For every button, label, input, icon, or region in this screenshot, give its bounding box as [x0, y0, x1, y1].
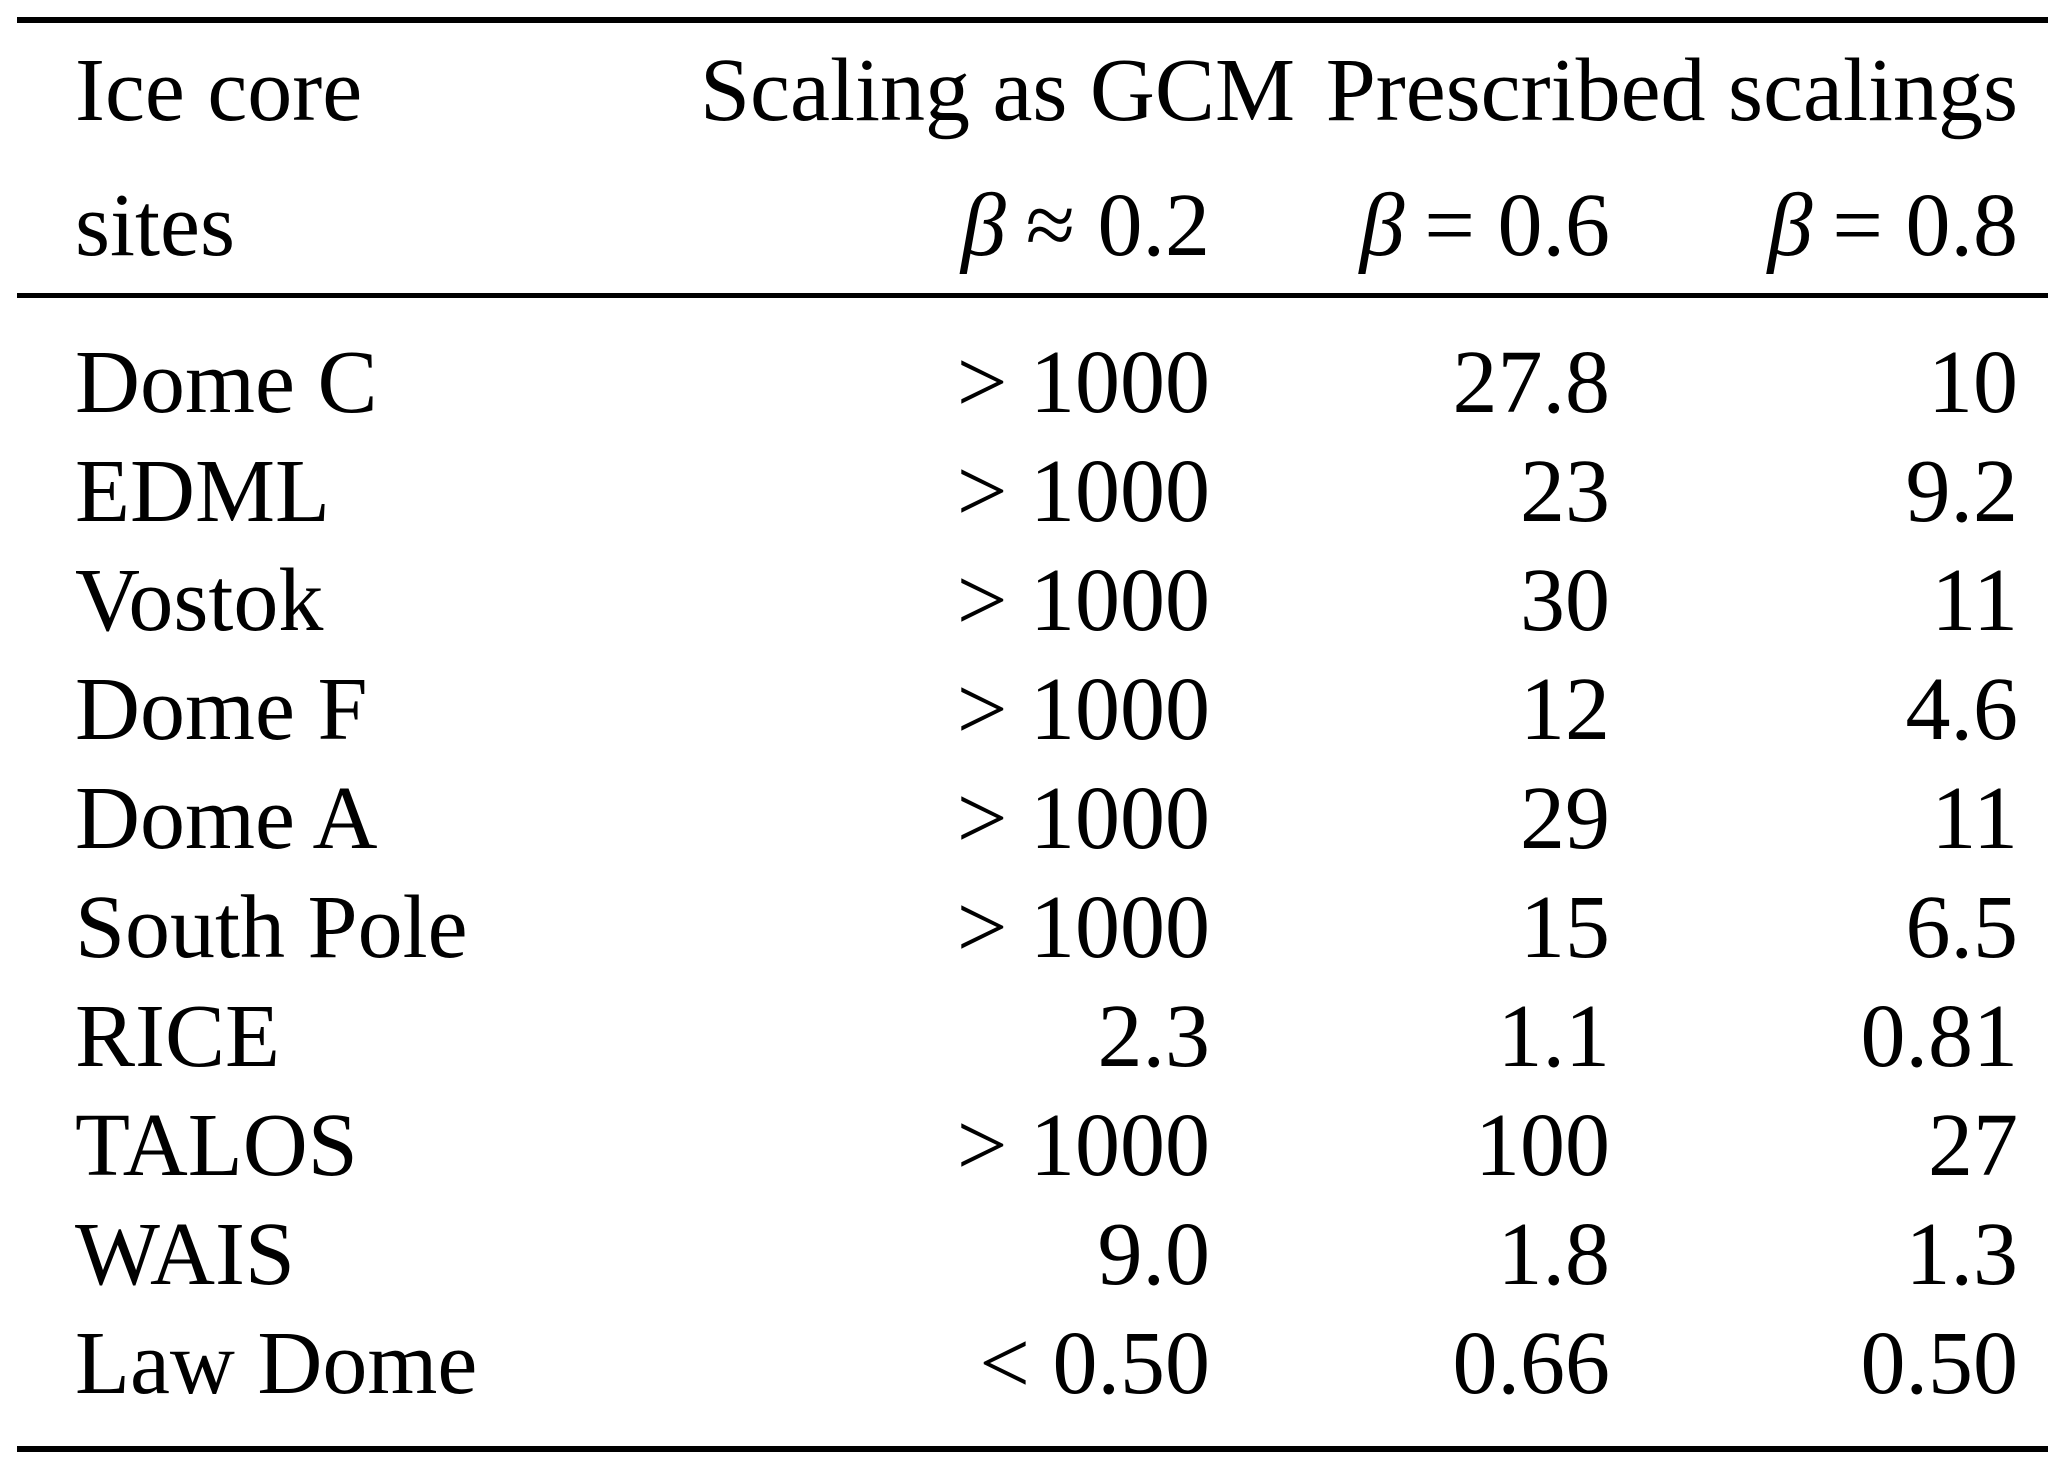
header-beta-approx-0-2-value: ≈ 0.2	[1025, 175, 1210, 275]
gcm-value: > 1000	[956, 659, 1210, 759]
table-header: Ice core Scaling as GCM Prescribed scali…	[17, 20, 2049, 296]
site-name: Dome C	[75, 332, 378, 432]
table-row: Dome F > 1000 12 4.6	[17, 655, 2048, 764]
header-prescribed-scalings: Prescribed scalings	[1325, 40, 2019, 140]
site-name: Dome F	[75, 659, 368, 759]
b08-value: 11	[1931, 768, 2019, 868]
b08-value: 11	[1931, 550, 2019, 650]
header-beta-0-8-value: = 0.8	[1832, 175, 2019, 275]
b06-value: 1.8	[1497, 1204, 1611, 1304]
b08-value: 4.6	[1905, 659, 2019, 759]
table-row: Dome C > 1000 27.8 10	[17, 296, 2048, 438]
paper-table: Ice core Scaling as GCM Prescribed scali…	[17, 17, 2049, 1452]
b06-value: 27.8	[1452, 332, 1611, 432]
site-name: Law Dome	[75, 1313, 478, 1413]
header-scaling-as-gcm: Scaling as GCM	[700, 40, 1295, 140]
table-row: EDML > 1000 23 9.2	[17, 437, 2048, 546]
b06-value: 1.1	[1497, 986, 1611, 1086]
gcm-value: > 1000	[956, 768, 1210, 868]
gcm-value: > 1000	[956, 441, 1210, 541]
b08-value: 0.81	[1860, 986, 2019, 1086]
beta-symbol: β	[1767, 175, 1813, 275]
b08-value: 0.50	[1860, 1313, 2019, 1413]
header-beta-approx-0-2: β ≈ 0.2	[700, 158, 1210, 296]
table-body: Dome C > 1000 27.8 10 EDML > 1000 23 9.2…	[17, 296, 2048, 1450]
b06-value: 15	[1520, 877, 1610, 977]
header-beta-0-6-value: = 0.6	[1424, 175, 1610, 275]
b06-value: 12	[1520, 659, 1610, 759]
site-name: Dome A	[75, 768, 378, 868]
header-sites: sites	[75, 175, 236, 275]
gcm-value: > 1000	[956, 550, 1210, 650]
b06-value: 30	[1520, 550, 1610, 650]
gcm-value: 2.3	[1097, 986, 1211, 1086]
table-row: Vostok > 1000 30 11	[17, 546, 2048, 655]
beta-symbol: β	[1359, 175, 1405, 275]
table-row: South Pole > 1000 15 6.5	[17, 873, 2048, 982]
table-row: Law Dome < 0.50 0.66 0.50	[17, 1309, 2048, 1449]
b06-value: 0.66	[1452, 1313, 1611, 1413]
site-name: TALOS	[75, 1095, 358, 1195]
table-row: RICE 2.3 1.1 0.81	[17, 982, 2048, 1091]
gcm-value: > 1000	[956, 332, 1210, 432]
header-beta-0-8: β = 0.8	[1610, 158, 2048, 296]
b08-value: 10	[1928, 332, 2019, 432]
b08-value: 1.3	[1905, 1204, 2019, 1304]
b08-value: 27	[1928, 1095, 2019, 1195]
header-row-2: sites β ≈ 0.2 β = 0.6 β = 0.8	[17, 158, 2048, 296]
gcm-value: > 1000	[956, 877, 1210, 977]
b08-value: 6.5	[1905, 877, 2019, 977]
table-row: TALOS > 1000 100 27	[17, 1091, 2048, 1200]
site-name: EDML	[75, 441, 330, 541]
site-name: WAIS	[75, 1204, 295, 1304]
gcm-value: 9.0	[1097, 1204, 1211, 1304]
b06-value: 100	[1475, 1095, 1610, 1195]
table-row: Dome A > 1000 29 11	[17, 764, 2048, 873]
site-name: RICE	[75, 986, 281, 1086]
beta-symbol: β	[960, 175, 1006, 275]
header-beta-0-6: β = 0.6	[1210, 158, 1610, 296]
gcm-value: < 0.50	[979, 1313, 1210, 1413]
b06-value: 23	[1520, 441, 1610, 541]
site-name: South Pole	[75, 877, 468, 977]
header-ice-core: Ice core	[75, 40, 363, 140]
ice-core-scaling-table: Ice core Scaling as GCM Prescribed scali…	[17, 17, 2049, 1452]
b08-value: 9.2	[1905, 441, 2019, 541]
b06-value: 29	[1520, 768, 1610, 868]
gcm-value: > 1000	[956, 1095, 1210, 1195]
site-name: Vostok	[75, 550, 324, 650]
header-row-1: Ice core Scaling as GCM Prescribed scali…	[17, 20, 2048, 158]
table-row: WAIS 9.0 1.8 1.3	[17, 1200, 2048, 1309]
